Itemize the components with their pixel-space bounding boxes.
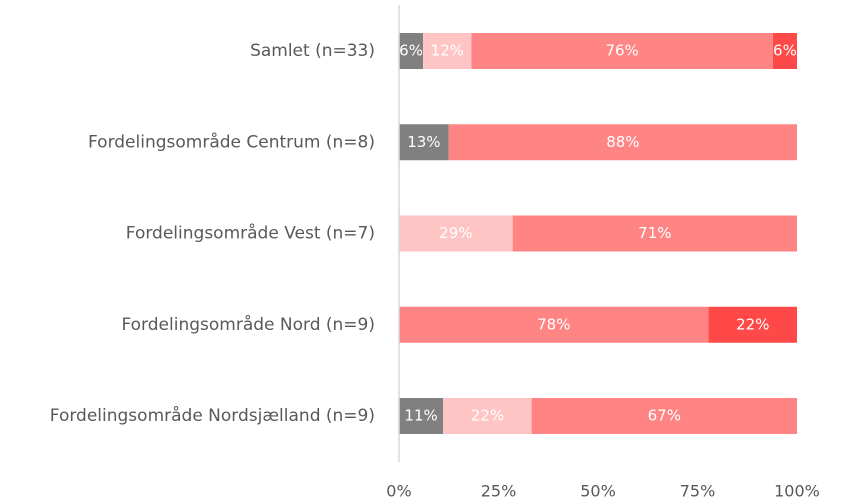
value-label: 22%: [736, 315, 769, 333]
value-label: 29%: [439, 224, 472, 242]
bar-segment: [399, 124, 449, 161]
bar-segment: [399, 33, 424, 69]
x-tick-label: 50%: [580, 482, 616, 501]
bar-segment: [448, 124, 797, 161]
value-label: 6%: [399, 42, 423, 60]
category-label: Fordelingsområde Nordsjælland (n=9): [50, 405, 375, 426]
value-label: 78%: [537, 315, 570, 333]
value-label: 6%: [773, 42, 797, 60]
value-label: 11%: [404, 407, 437, 425]
bar-segment: [708, 306, 797, 343]
category-label: Fordelingsområde Vest (n=7): [126, 223, 375, 244]
category-label: Fordelingsområde Nord (n=9): [121, 314, 375, 335]
bar-segment: [443, 398, 532, 434]
bar-segment: [399, 215, 513, 252]
bar-segment: [512, 215, 797, 252]
value-label: 88%: [606, 133, 639, 151]
value-label: 71%: [638, 224, 671, 242]
x-tick-label: 25%: [481, 482, 517, 501]
value-label: 13%: [407, 133, 440, 151]
value-label: 76%: [605, 42, 638, 60]
x-tick-label: 0%: [386, 482, 411, 501]
x-tick-label: 75%: [680, 482, 716, 501]
bar-segment: [772, 33, 797, 69]
x-tick-label: 100%: [774, 482, 820, 501]
category-label: Samlet (n=33): [250, 41, 375, 61]
category-label: Fordelingsområde Centrum (n=8): [88, 131, 375, 152]
value-label: 12%: [431, 42, 464, 60]
bar-segment: [531, 398, 797, 434]
value-label: 22%: [471, 407, 504, 425]
bar-segment: [471, 33, 773, 69]
bar-segment: [399, 306, 709, 343]
bar-segment: [423, 33, 472, 69]
bar-segment: [399, 398, 444, 434]
value-label: 67%: [648, 407, 681, 425]
